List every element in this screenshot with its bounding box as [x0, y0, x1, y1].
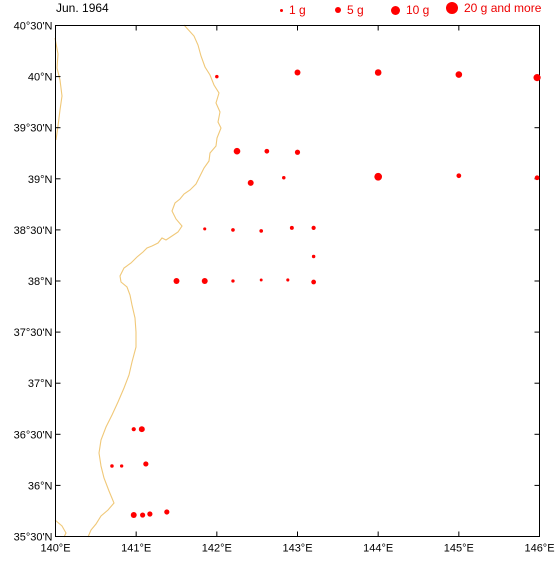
y-tick-label: 40°30'N	[14, 21, 53, 33]
catch-marker	[173, 278, 180, 284]
catch-marker	[259, 229, 264, 233]
catch-marker	[311, 279, 317, 285]
catch-marker	[140, 512, 146, 518]
coastline-sado	[54, 37, 63, 141]
legend-marker-small-icon	[280, 8, 283, 12]
catch-marker	[164, 509, 170, 515]
legend-item-10g: 10 g	[391, 3, 429, 17]
x-tick-label: 146°E	[524, 543, 554, 555]
x-tick-label: 141°E	[121, 543, 151, 555]
legend: 1 g 5 g 10 g 20 g and more	[0, 0, 556, 22]
y-tick-label: 36°30'N	[14, 429, 53, 441]
y-tick-label: 35°30'N	[14, 532, 53, 544]
x-tick-label: 145°E	[444, 543, 474, 555]
y-tick-label: 36°N	[28, 480, 53, 492]
y-tick-label: 37°30'N	[14, 327, 53, 339]
catch-marker	[286, 278, 290, 282]
catch-marker	[130, 512, 137, 519]
catch-markers	[110, 69, 541, 519]
catch-marker	[201, 278, 208, 284]
catch-marker	[282, 176, 286, 180]
catch-marker	[215, 74, 219, 79]
y-axis: 35°30'N 36°N 36°30'N 37°N 37°30'N 38°N 38°30'N…	[14, 21, 540, 544]
catch-marker	[374, 69, 382, 76]
map-frame	[55, 25, 540, 537]
x-tick-label: 140°E	[40, 543, 70, 555]
coastline-honshu	[87, 24, 222, 538]
catch-marker	[131, 427, 136, 432]
catch-marker	[110, 464, 114, 468]
x-tick-label: 142°E	[202, 543, 232, 555]
catch-marker	[374, 172, 383, 181]
catch-marker	[455, 71, 463, 78]
catch-marker	[233, 147, 241, 155]
x-tick-label: 143°E	[282, 543, 312, 555]
catch-marker	[311, 254, 316, 259]
catch-marker	[138, 426, 145, 433]
legend-label: 1 g	[289, 3, 306, 17]
catch-marker	[534, 175, 540, 181]
catch-marker	[231, 228, 235, 232]
catch-marker	[231, 279, 235, 283]
legend-label: 10 g	[406, 3, 430, 17]
catch-marker	[294, 149, 301, 155]
legend-item-1g: 1 g	[280, 3, 306, 17]
y-tick-label: 37°N	[28, 378, 53, 390]
y-tick-label: 39°N	[28, 174, 53, 186]
catch-marker	[147, 511, 153, 517]
legend-marker-large-icon	[391, 5, 400, 15]
catch-marker	[289, 225, 294, 230]
legend-item-20g: 20 g and more	[446, 1, 541, 15]
catch-marker	[294, 69, 301, 76]
catch-marker	[264, 148, 270, 154]
coastline-noto	[54, 519, 67, 538]
catch-marker	[533, 74, 541, 82]
legend-label: 5 g	[347, 3, 364, 17]
legend-item-5g: 5 g	[335, 3, 364, 17]
legend-marker-xlarge-icon	[446, 2, 458, 14]
x-axis: 140°E 141°E 142°E 143°E 144°E 145°E 146°E	[40, 25, 555, 555]
catch-marker	[259, 278, 263, 282]
catch-marker	[456, 173, 462, 179]
y-tick-label: 39°30'N	[14, 123, 53, 135]
catch-marker	[203, 227, 207, 231]
catch-marker	[119, 464, 124, 468]
catch-marker	[247, 179, 254, 186]
y-tick-label: 40°N	[28, 72, 53, 84]
x-tick-label: 144°E	[363, 543, 393, 555]
y-tick-label: 38°30'N	[14, 225, 53, 237]
catch-marker	[311, 225, 316, 230]
legend-label: 20 g and more	[464, 1, 542, 15]
y-tick-label: 38°N	[28, 276, 53, 288]
coastline	[54, 24, 222, 538]
map-title: Jun. 1964	[56, 1, 109, 15]
catch-marker	[143, 461, 149, 467]
legend-marker-medium-icon	[335, 7, 341, 13]
